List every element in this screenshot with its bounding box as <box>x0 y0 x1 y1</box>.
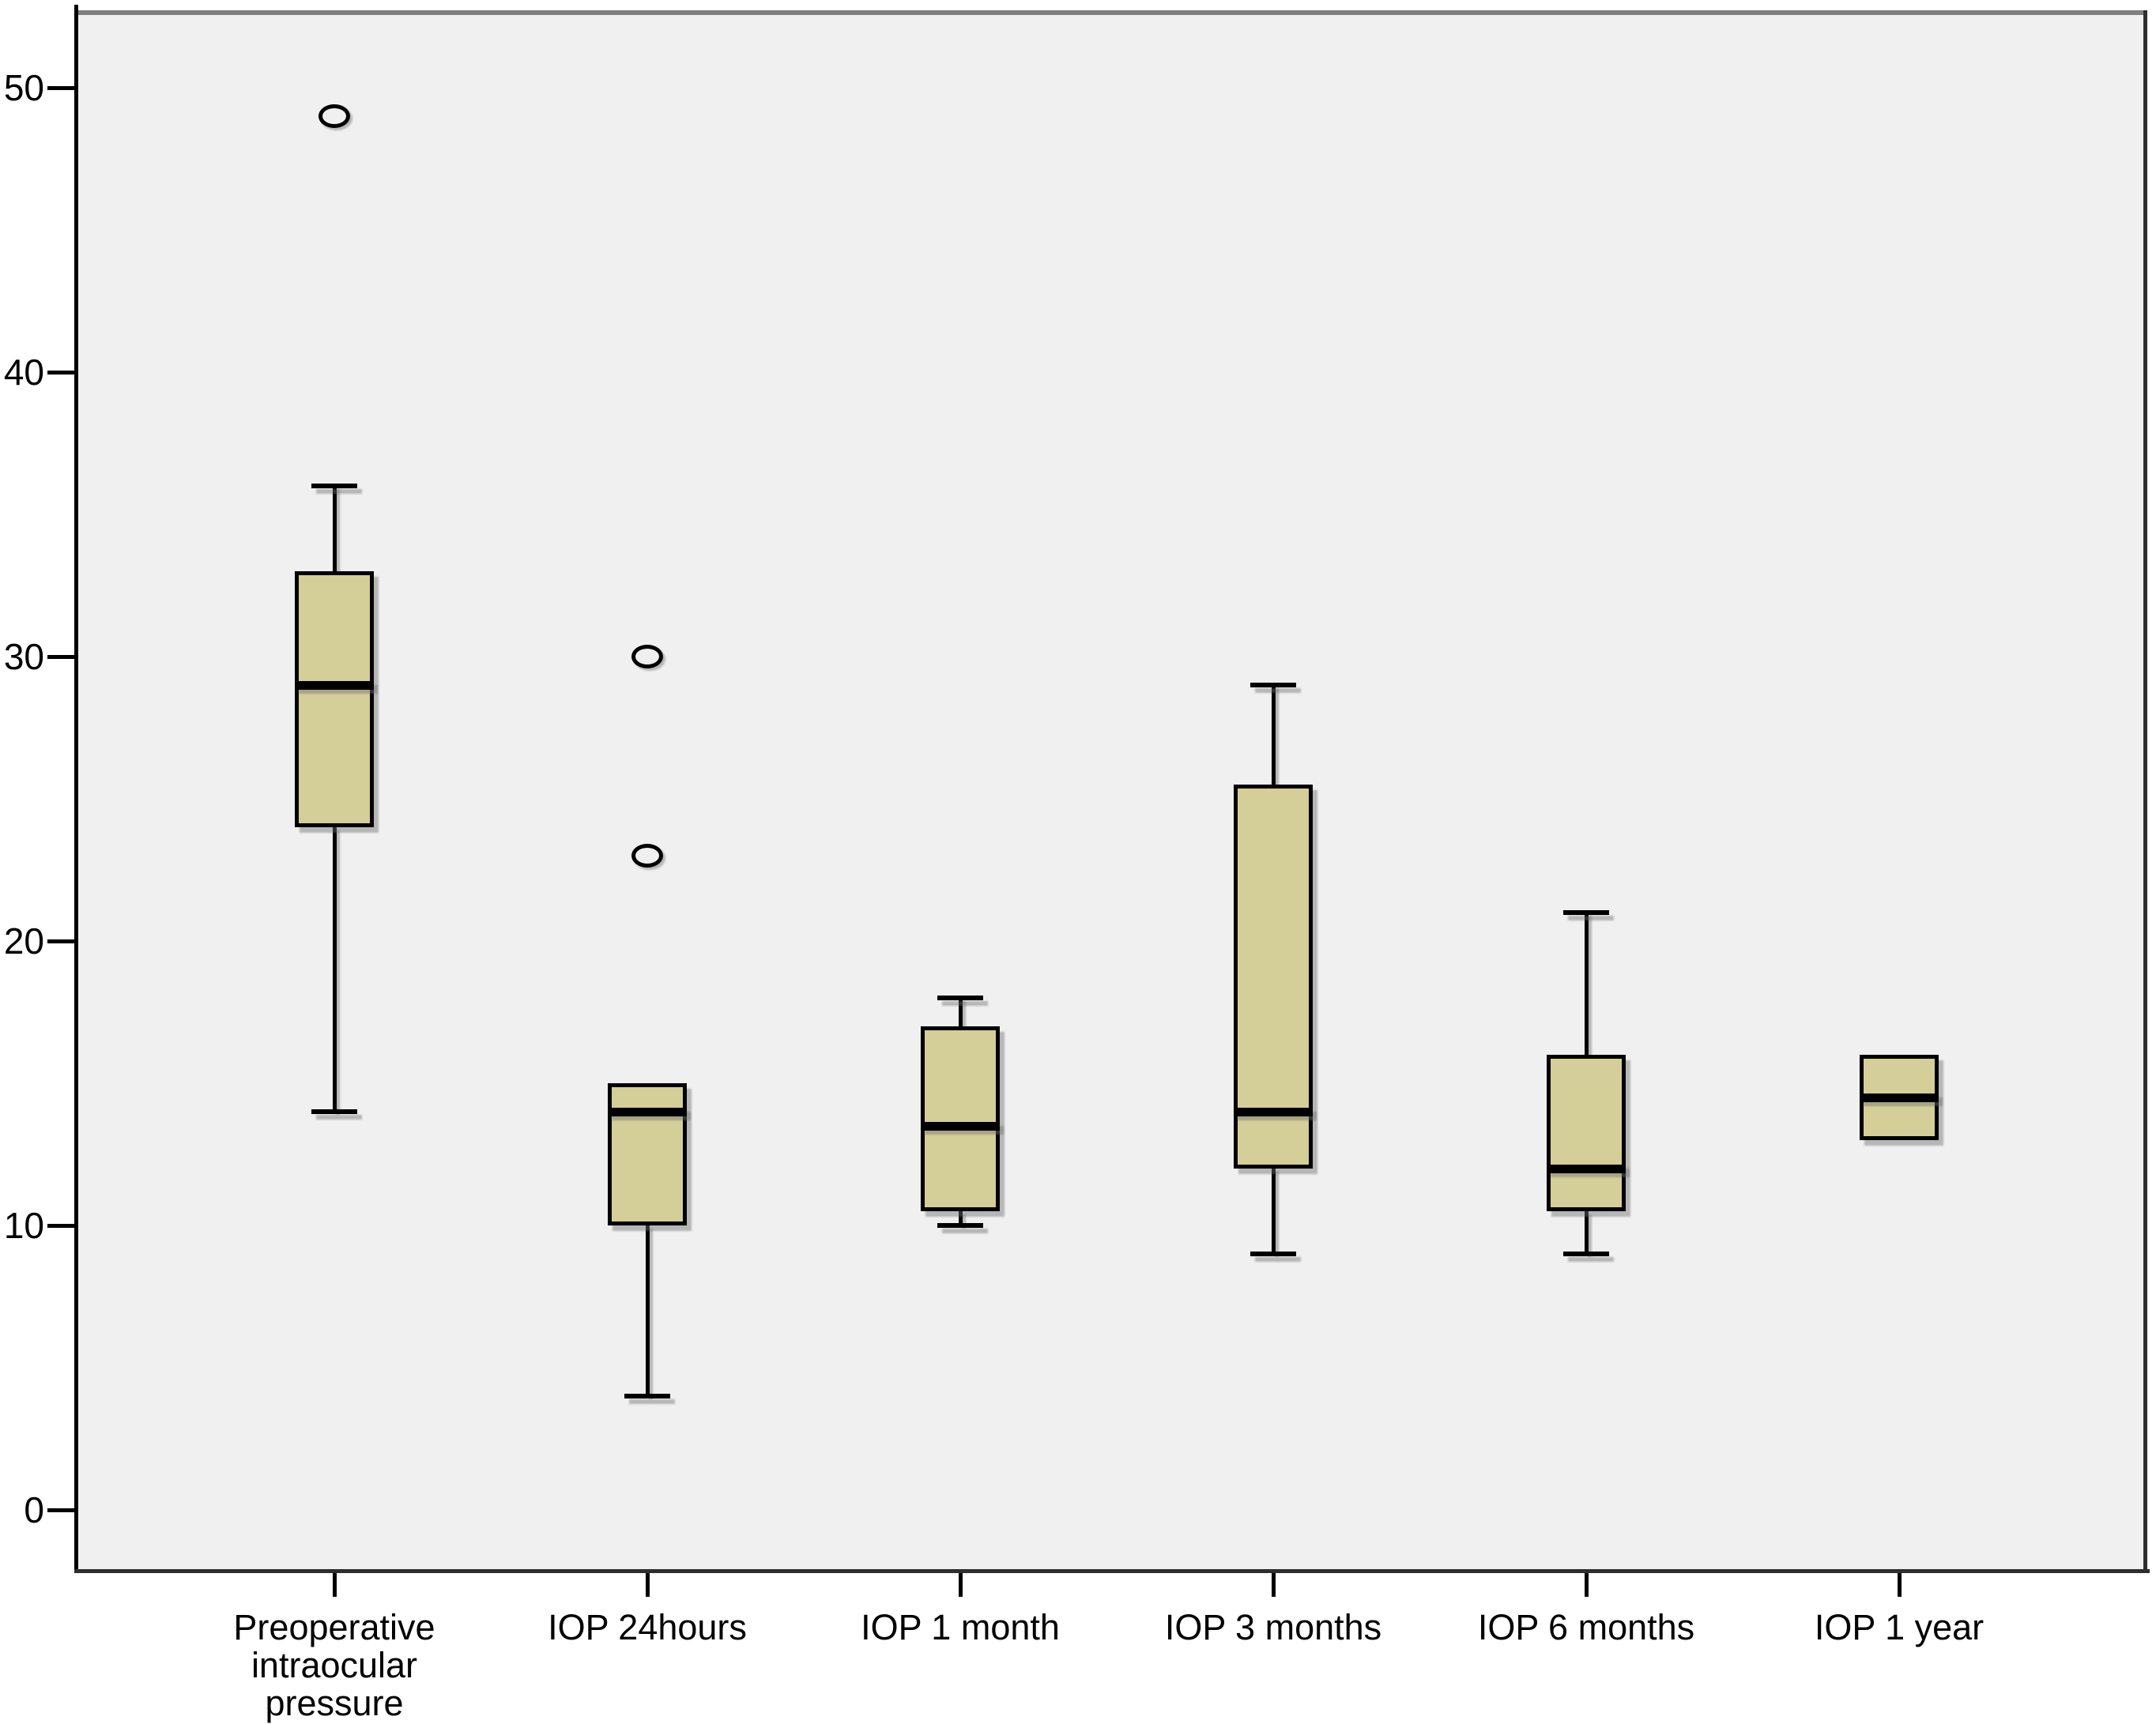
iqr-box <box>1234 785 1313 1169</box>
x-category-label: IOP 6 months <box>1477 1607 1695 1647</box>
y-tick-mark <box>47 655 74 659</box>
outlier-point <box>318 104 350 128</box>
lower-whisker-cap <box>311 1109 357 1114</box>
iqr-box <box>1547 1055 1626 1211</box>
upper-whisker-cap <box>937 996 983 1000</box>
median-line <box>921 1122 1000 1131</box>
y-axis-line <box>74 5 78 1573</box>
lower-whisker-line <box>1585 1211 1589 1254</box>
y-tick-mark <box>47 939 74 943</box>
lower-whisker-cap <box>937 1223 983 1228</box>
y-tick-mark <box>47 86 74 90</box>
y-tick-mark <box>47 1508 74 1512</box>
plot-area <box>78 14 2146 1570</box>
y-tick-label: 40 <box>3 352 44 393</box>
x-tick-mark <box>646 1573 650 1597</box>
y-tick-mark <box>47 1224 74 1228</box>
x-tick-mark <box>333 1573 337 1597</box>
plot-frame-right <box>2143 10 2147 1573</box>
y-tick-label: 10 <box>3 1205 44 1246</box>
y-tick-label: 30 <box>3 636 44 677</box>
x-category-label: IOP 3 months <box>1164 1607 1382 1647</box>
y-tick-label: 20 <box>3 920 44 962</box>
y-tick-label: 50 <box>3 67 44 108</box>
lower-whisker-line <box>646 1225 650 1396</box>
outlier-point <box>631 645 663 668</box>
x-category-label: IOP 1 month <box>861 1607 1060 1647</box>
x-category-label: Preoperative intraocular pressure <box>233 1607 435 1723</box>
upper-whisker-line <box>333 486 337 571</box>
upper-whisker-cap <box>1250 683 1296 687</box>
iqr-box <box>295 571 374 827</box>
upper-whisker-line <box>1585 913 1589 1055</box>
iqr-box <box>608 1083 687 1225</box>
upper-whisker-cap <box>1563 910 1609 915</box>
lower-whisker-line <box>959 1211 963 1225</box>
iqr-box <box>921 1026 1000 1211</box>
upper-whisker-line <box>959 998 963 1026</box>
x-tick-mark <box>1898 1573 1902 1597</box>
lower-whisker-cap <box>1250 1252 1296 1256</box>
lower-whisker-line <box>1272 1169 1276 1254</box>
y-tick-label: 0 <box>24 1489 44 1530</box>
lower-whisker-line <box>333 827 337 1112</box>
x-tick-mark <box>959 1573 963 1597</box>
median-line <box>1860 1093 1939 1102</box>
y-tick-mark <box>47 371 74 375</box>
x-tick-mark <box>1585 1573 1589 1597</box>
outlier-point <box>631 844 663 868</box>
plot-frame-top <box>77 10 2147 15</box>
median-line <box>295 681 374 690</box>
upper-whisker-line <box>1272 685 1276 785</box>
median-line <box>1234 1108 1313 1116</box>
upper-whisker-cap <box>311 484 357 488</box>
median-line <box>608 1108 687 1116</box>
x-tick-mark <box>1272 1573 1276 1597</box>
median-line <box>1547 1165 1626 1173</box>
x-category-label: IOP 1 year <box>1814 1607 1984 1647</box>
x-category-label: IOP 24hours <box>548 1607 747 1647</box>
lower-whisker-cap <box>1563 1252 1609 1256</box>
lower-whisker-cap <box>624 1394 670 1398</box>
x-axis-line <box>74 1569 2150 1573</box>
